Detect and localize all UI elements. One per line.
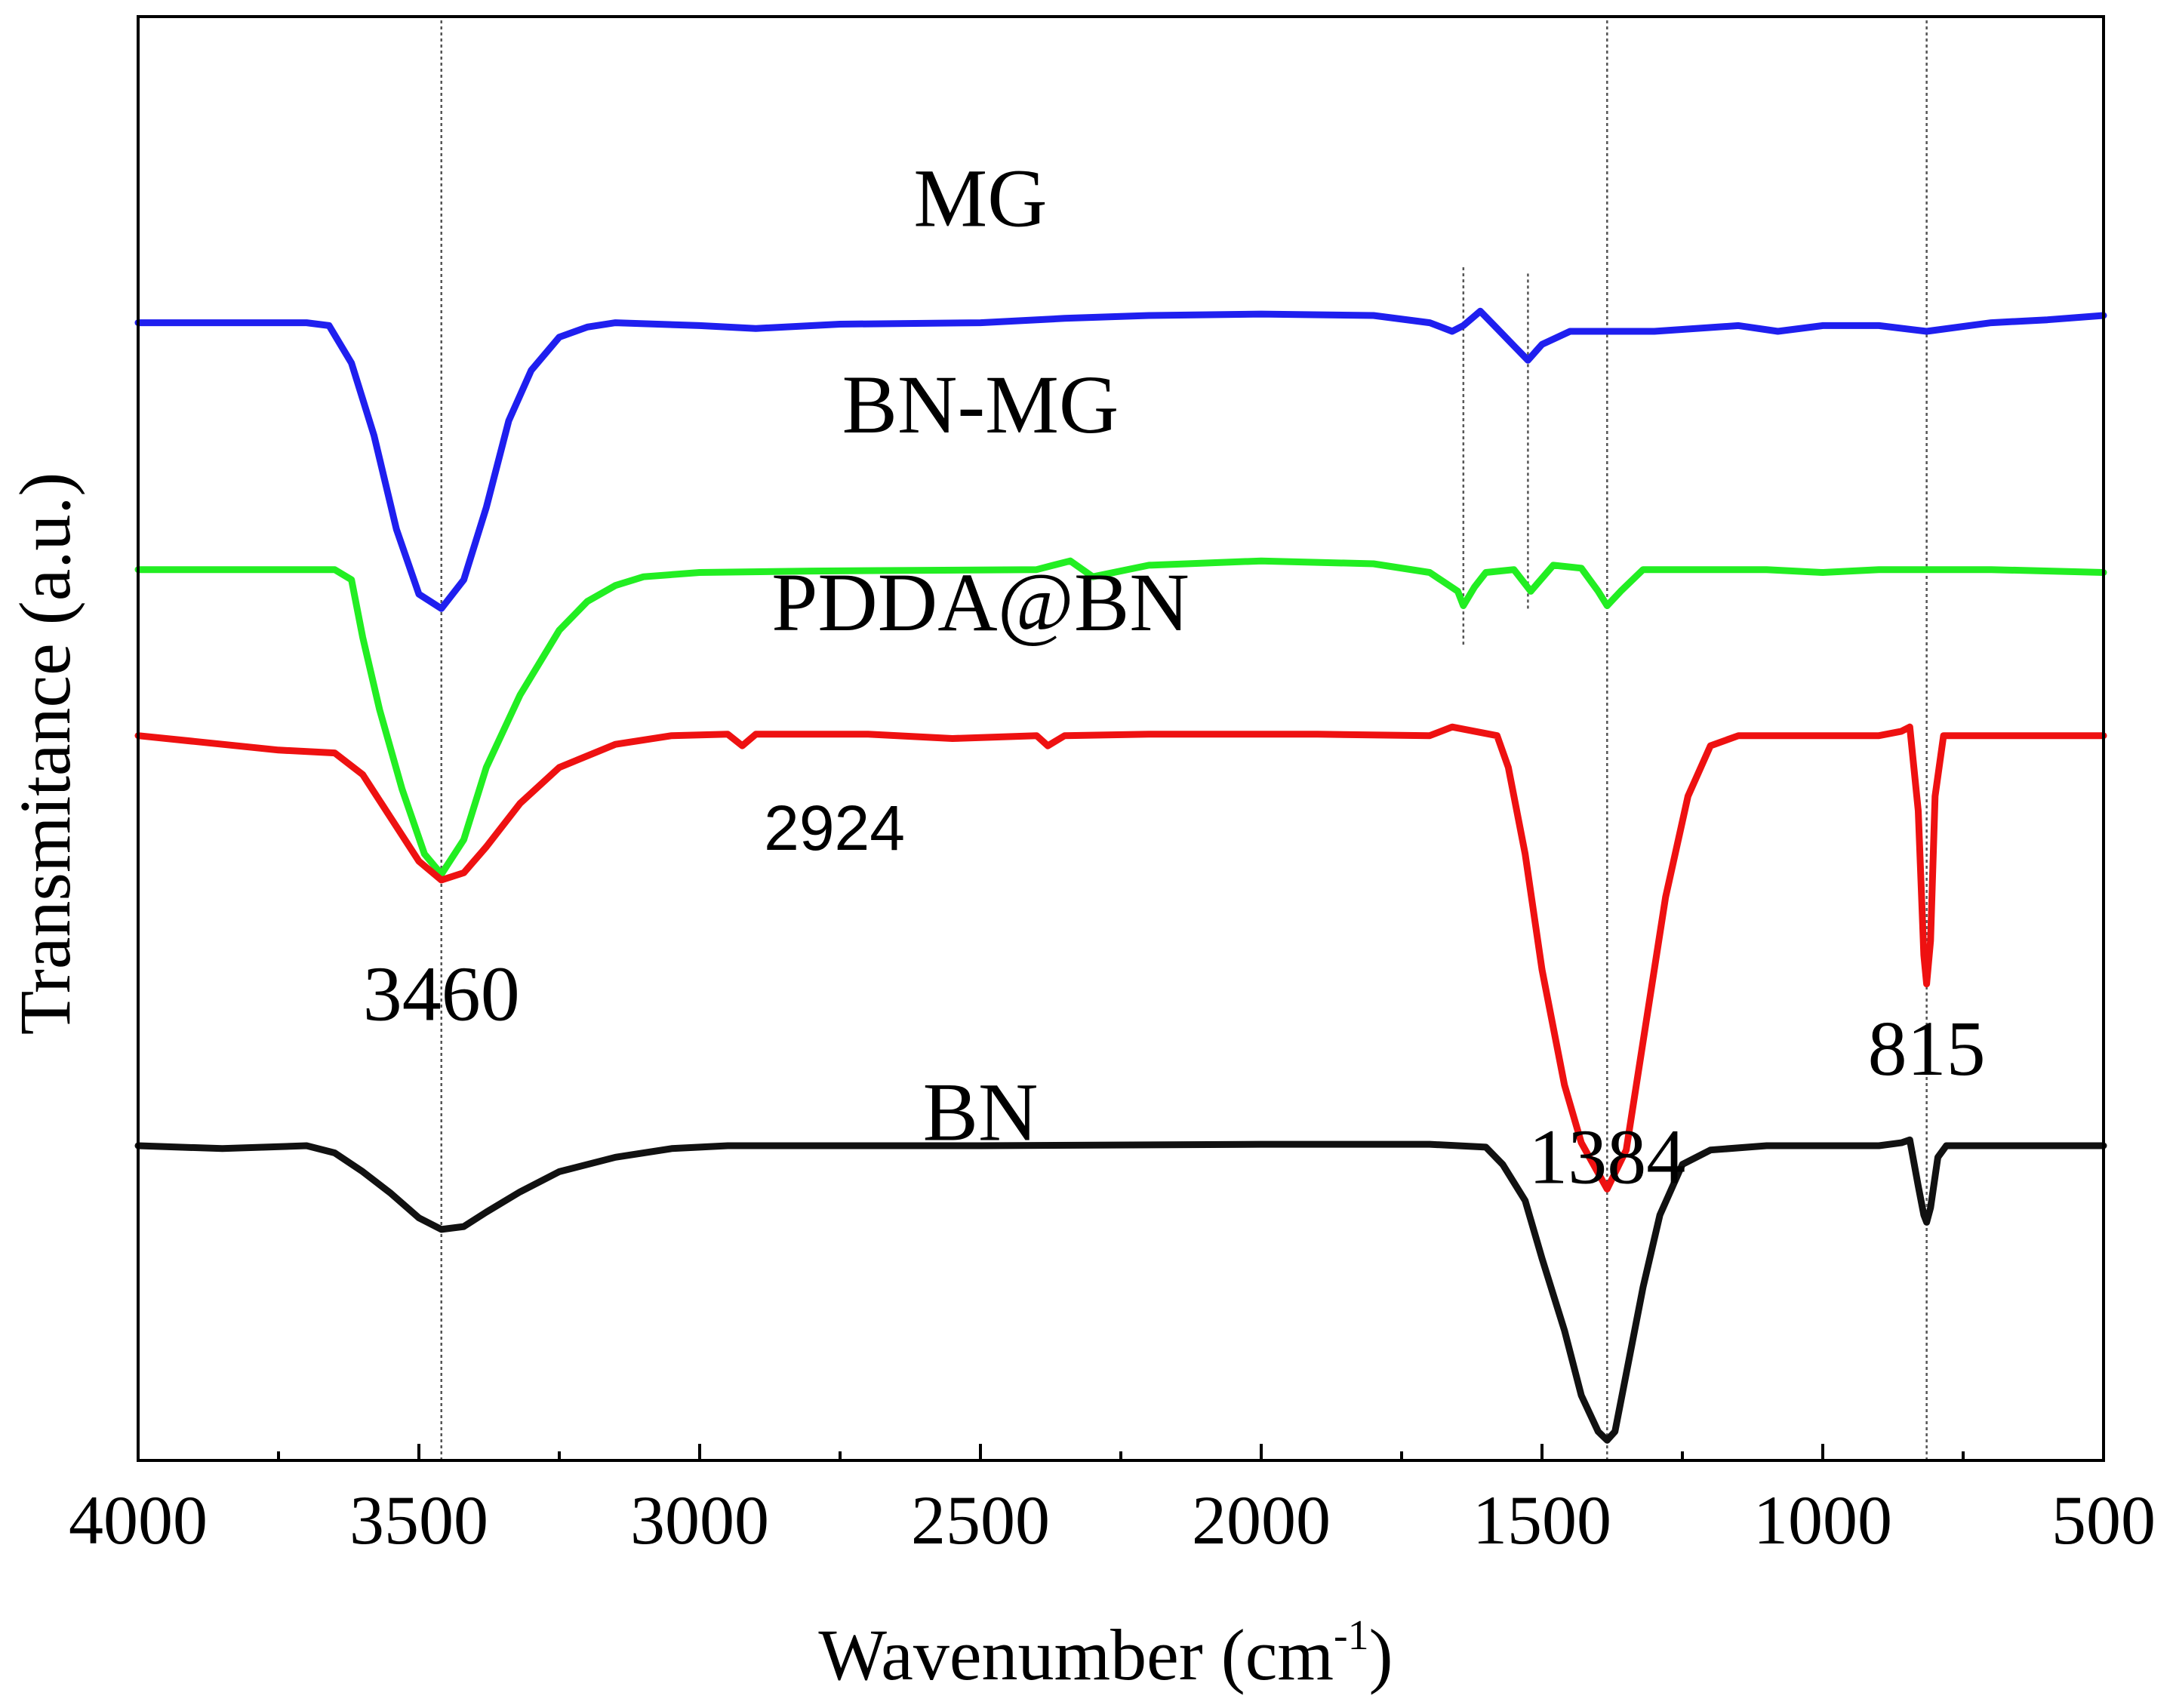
y-axis-label: Transmitance (a.u.)	[5, 472, 85, 1036]
series-label-pdda-bn: PDDA@BN	[771, 556, 1190, 648]
peak-annotation-2924: 2924	[764, 792, 905, 863]
series-line-pdda-bn	[134, 723, 2107, 1193]
x-tick-label: 3000	[630, 1482, 769, 1559]
x-axis-label: Wavenumber (cm-1)	[818, 1612, 1393, 1695]
series-label-bn: BN	[923, 1066, 1039, 1158]
x-axis-label-close: )	[1369, 1614, 1393, 1695]
x-tick-label: 3500	[349, 1482, 488, 1559]
series-line-mg	[134, 307, 2107, 612]
series-label-mg: MG	[913, 152, 1047, 244]
x-tick-label: 2500	[911, 1482, 1050, 1559]
series-layer	[134, 307, 2107, 1444]
x-ticks: 4000 3500 3000 2500 2000 1500 1000 500	[69, 1444, 2156, 1559]
peak-annotation-815: 815	[1868, 1005, 1986, 1092]
x-axis-label-main: Wavenumber (cm	[818, 1614, 1334, 1695]
labels-layer: MG BN-MG PDDA@BN BN 3460 2924 1384 815	[363, 152, 1986, 1200]
series-line-bn	[134, 1136, 2107, 1444]
x-tick-label: 500	[2051, 1482, 2156, 1559]
peak-annotation-1384: 1384	[1528, 1114, 1685, 1201]
x-tick-label: 4000	[69, 1482, 208, 1559]
x-tick-label: 1000	[1753, 1482, 1892, 1559]
x-tick-label: 2000	[1192, 1482, 1331, 1559]
x-axis-label-superscript: -1	[1334, 1612, 1369, 1659]
series-line-bn-mg	[134, 557, 2107, 878]
x-tick-label: 1500	[1473, 1482, 1611, 1559]
series-label-bn-mg: BN-MG	[842, 359, 1119, 451]
peak-annotation-3460: 3460	[363, 951, 520, 1038]
